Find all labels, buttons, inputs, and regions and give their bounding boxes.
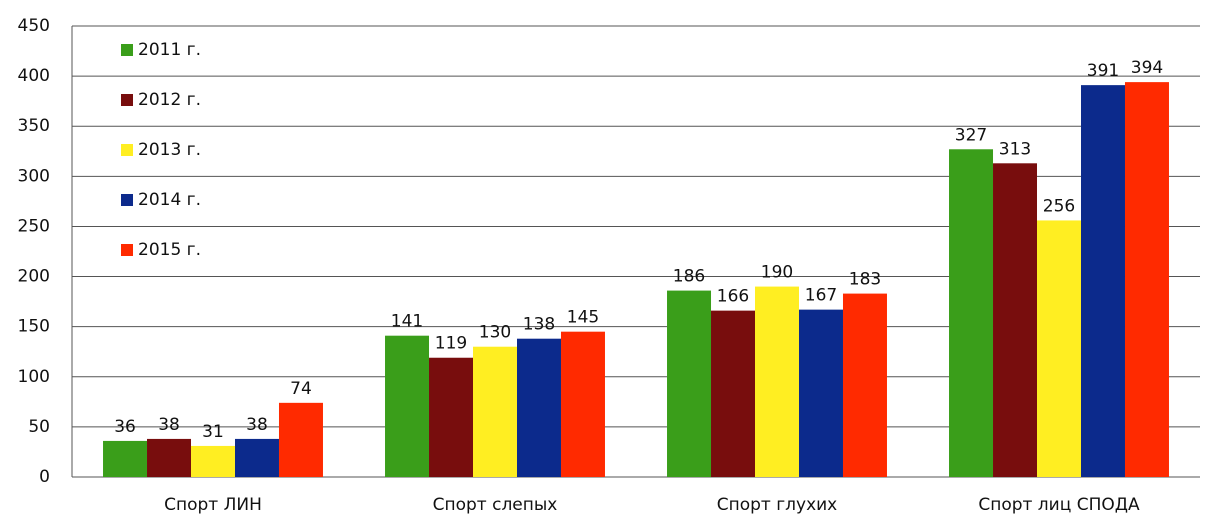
legend-label: 2012 г. (138, 90, 201, 110)
bar (949, 149, 994, 478)
bar (667, 290, 712, 477)
bar (278, 402, 323, 477)
y-tick-label: 100 (18, 367, 50, 387)
data-label: 190 (761, 263, 793, 283)
data-label: 313 (999, 139, 1031, 159)
data-label: 130 (479, 323, 511, 343)
bar (711, 310, 756, 477)
data-label: 138 (523, 315, 555, 335)
bar (755, 286, 799, 477)
legend-swatch (121, 194, 133, 206)
x-tick-label: Спорт ЛИН (164, 495, 262, 515)
data-label: 145 (567, 308, 599, 328)
legend-label: 2015 г. (138, 240, 201, 260)
data-label: 119 (435, 334, 467, 354)
x-tick-label: Спорт глухих (717, 495, 838, 515)
bar (842, 293, 887, 477)
data-label: 74 (290, 379, 312, 399)
y-tick-label: 450 (18, 16, 50, 36)
bar (473, 346, 517, 477)
x-tick-label: Спорт слепых (433, 495, 558, 515)
bar (560, 331, 605, 477)
y-tick-label: 200 (18, 267, 50, 287)
y-tick-label: 250 (18, 216, 50, 236)
bar (147, 438, 192, 477)
bar (1037, 220, 1081, 478)
data-label: 256 (1043, 196, 1075, 216)
bar (191, 445, 235, 477)
legend-swatch (121, 44, 133, 56)
data-label: 394 (1131, 58, 1163, 78)
data-label: 186 (673, 267, 705, 287)
legend-label: 2013 г. (138, 140, 201, 160)
y-tick-label: 300 (18, 166, 50, 186)
y-tick-label: 50 (28, 417, 50, 437)
data-label: 141 (391, 312, 423, 332)
y-tick-label: 150 (18, 317, 50, 337)
data-label: 391 (1087, 61, 1119, 81)
y-tick-label: 0 (39, 467, 50, 487)
legend-swatch (121, 94, 133, 106)
bar (103, 440, 148, 477)
bar (798, 309, 843, 477)
y-tick-label: 400 (18, 66, 50, 86)
legend-swatch (121, 244, 133, 256)
legend-label: 2014 г. (138, 190, 201, 210)
legend-label: 2011 г. (138, 40, 201, 60)
bar (385, 335, 430, 477)
data-label: 38 (246, 415, 268, 435)
bar (1080, 85, 1125, 478)
data-label: 31 (202, 422, 224, 442)
bar (234, 438, 279, 477)
legend-swatch (121, 144, 133, 156)
data-label: 166 (717, 287, 749, 307)
bar (429, 357, 474, 477)
x-tick-label: Спорт лиц СПОДА (978, 495, 1140, 515)
bar (516, 338, 561, 477)
data-label: 36 (114, 417, 136, 437)
bar (993, 163, 1038, 477)
data-label: 38 (158, 415, 180, 435)
data-label: 327 (955, 125, 987, 145)
bar (1124, 82, 1169, 477)
data-label: 183 (849, 270, 881, 290)
data-label: 167 (805, 286, 837, 306)
y-tick-label: 350 (18, 116, 50, 136)
